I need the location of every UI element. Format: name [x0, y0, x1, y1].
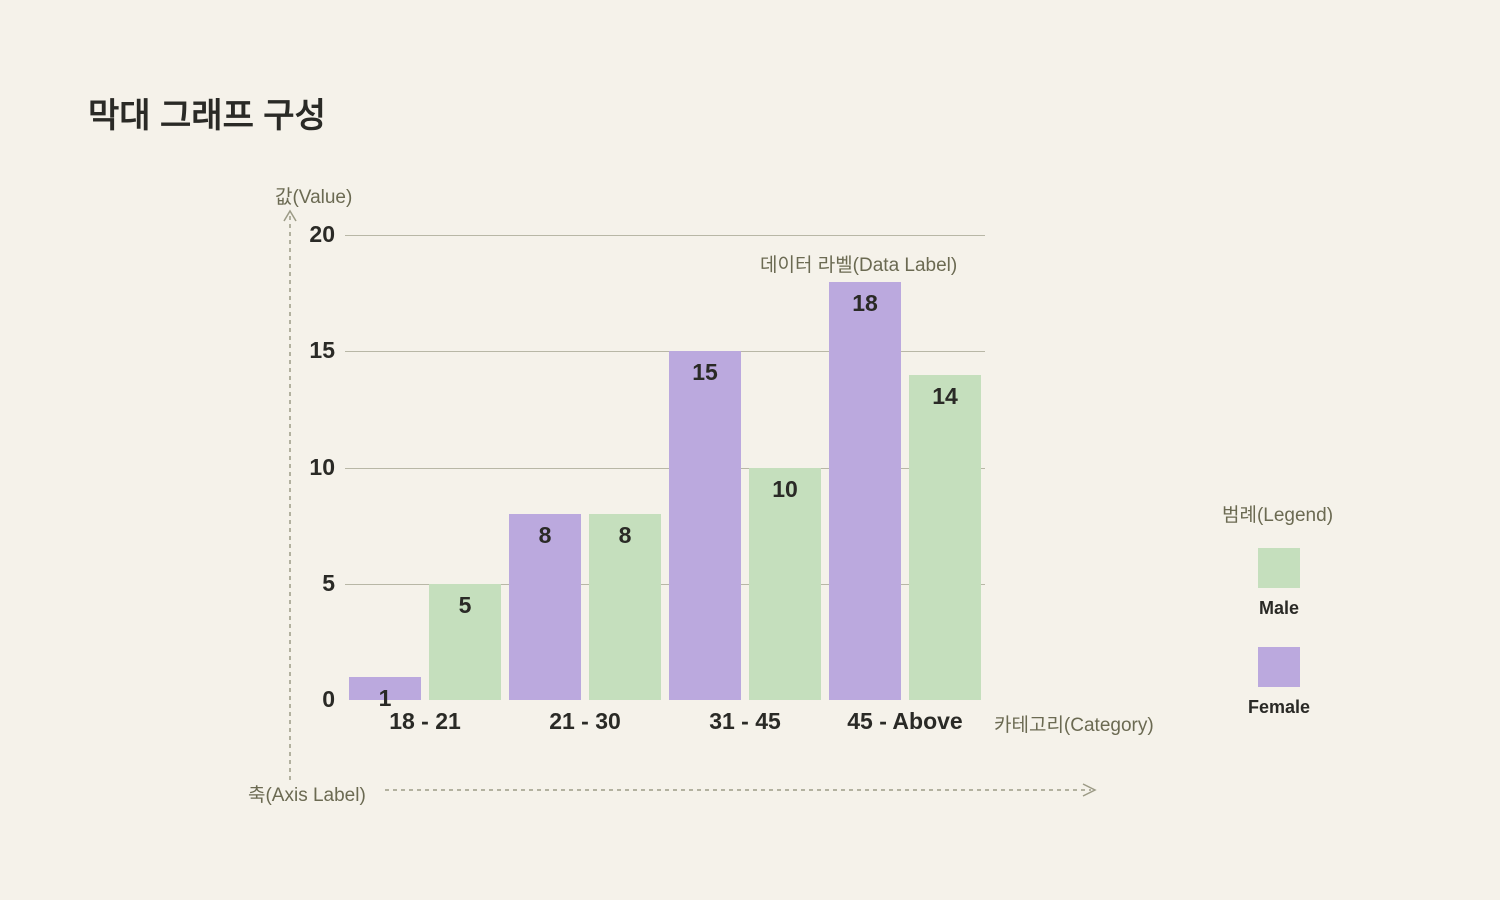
bar-chart: 05101520 158815101814 18 - 2121 - 3031 -… [0, 0, 1500, 900]
category-label: 31 - 45 [709, 708, 781, 735]
bar-male: 5 [429, 584, 501, 700]
legend-item: Male [1248, 548, 1310, 619]
bar-group: 1510 [669, 351, 821, 700]
legend: Male Female [1248, 548, 1310, 746]
bar-group: 88 [509, 514, 661, 700]
bar-value: 5 [459, 592, 472, 619]
bar-group: 1814 [829, 282, 981, 701]
bar-female: 1 [349, 677, 421, 700]
bar-male: 8 [589, 514, 661, 700]
bar-value: 8 [619, 522, 632, 549]
bar-male: 10 [749, 468, 821, 701]
legend-swatch [1258, 647, 1300, 687]
bars-region: 158815101814 [345, 235, 985, 700]
y-tick: 20 [295, 221, 335, 248]
bar-female: 15 [669, 351, 741, 700]
bar-value: 10 [772, 476, 798, 503]
legend-label: Female [1248, 697, 1310, 718]
bar-value: 18 [852, 290, 878, 317]
x-axis-arrow-icon [385, 780, 1105, 804]
category-label: 21 - 30 [549, 708, 621, 735]
legend-label: Male [1248, 598, 1310, 619]
bar-female: 18 [829, 282, 901, 701]
legend-item: Female [1248, 647, 1310, 718]
bar-group: 15 [349, 584, 501, 700]
y-tick: 0 [295, 686, 335, 713]
category-label: 45 - Above [847, 708, 962, 735]
y-tick: 5 [295, 570, 335, 597]
bar-value: 14 [932, 383, 958, 410]
bar-female: 8 [509, 514, 581, 700]
bar-value: 8 [539, 522, 552, 549]
bar-male: 14 [909, 375, 981, 701]
category-label: 18 - 21 [389, 708, 461, 735]
bar-value: 15 [692, 359, 718, 386]
legend-swatch [1258, 548, 1300, 588]
y-tick: 10 [295, 454, 335, 481]
y-tick: 15 [295, 337, 335, 364]
